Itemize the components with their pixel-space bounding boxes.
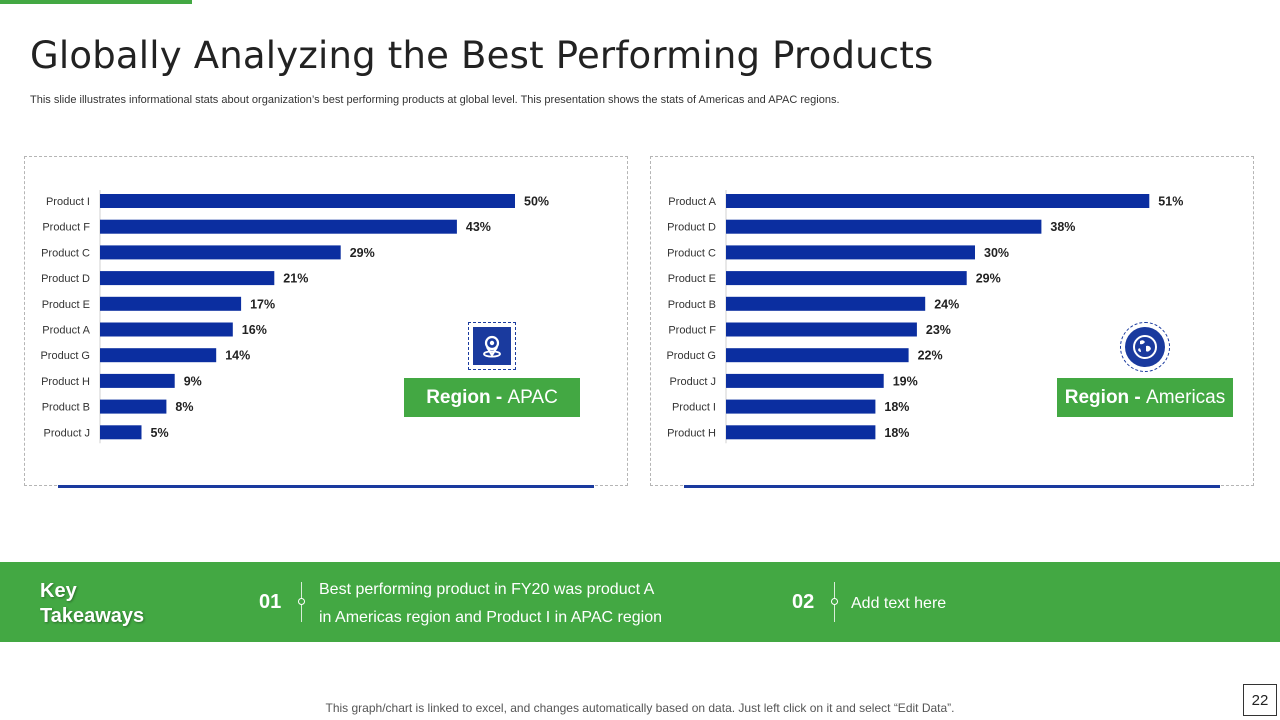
category-label-americas-product-i: Product I xyxy=(672,402,716,414)
category-label-apac-product-a: Product A xyxy=(42,325,90,337)
value-label-apac-product-c: 29% xyxy=(350,246,375,260)
category-label-americas-product-e: Product E xyxy=(668,273,716,285)
bar-americas-product-g[interactable] xyxy=(726,348,909,363)
bar-americas-product-e[interactable] xyxy=(726,271,967,286)
bar-americas-product-i[interactable] xyxy=(726,399,876,414)
category-label-apac-product-f: Product F xyxy=(42,222,90,234)
category-label-americas-product-c: Product C xyxy=(667,247,716,259)
value-label-apac-product-g: 14% xyxy=(225,349,250,363)
takeaway-text-1-line1: Best performing product in FY20 was prod… xyxy=(319,581,655,598)
takeaway-number-2: 02 xyxy=(792,591,815,613)
value-label-apac-product-i: 50% xyxy=(524,195,549,209)
americas-icon-frame xyxy=(1120,322,1170,372)
category-label-americas-product-j: Product J xyxy=(670,376,716,388)
value-label-americas-product-h: 18% xyxy=(884,426,909,440)
bar-americas-product-c[interactable] xyxy=(726,245,975,260)
value-label-apac-product-f: 43% xyxy=(466,220,491,234)
category-label-apac-product-e: Product E xyxy=(42,299,90,311)
key-takeaways-title: Key Takeaways xyxy=(40,580,145,627)
category-label-apac-product-i: Product I xyxy=(46,196,90,208)
category-label-americas-product-d: Product D xyxy=(667,222,716,234)
takeaway-divider-1 xyxy=(298,582,305,622)
key-takeaways-band: Key Takeaways 01 Best performing product… xyxy=(0,562,1280,642)
bar-chart-americas[interactable]: Product A 51% Product D 38% Product C 30% Prod… xyxy=(651,157,1253,485)
bar-apac-product-a[interactable] xyxy=(100,322,233,337)
bar-apac-product-e[interactable] xyxy=(100,296,242,311)
bar-apac-product-c[interactable] xyxy=(100,245,341,260)
category-label-apac-product-h: Product H xyxy=(41,376,90,388)
top-accent-bar xyxy=(0,0,192,4)
bar-americas-product-j[interactable] xyxy=(726,373,884,388)
bar-apac-product-b[interactable] xyxy=(100,399,167,414)
region-tag-americas-name: Americas xyxy=(1146,386,1226,408)
bar-chart-apac[interactable]: Product I 50% Product F 43% Product C 29% Prod… xyxy=(25,157,627,485)
panel-underline-americas xyxy=(684,485,1220,488)
value-label-americas-product-f: 23% xyxy=(926,323,951,337)
value-label-apac-product-h: 9% xyxy=(184,374,202,388)
page-subtitle: This slide illustrates informational sta… xyxy=(30,94,840,106)
bar-apac-product-g[interactable] xyxy=(100,348,217,363)
page-title: Globally Analyzing the Best Performing P… xyxy=(30,34,934,77)
category-label-americas-product-f: Product F xyxy=(668,325,716,337)
value-label-apac-product-b: 8% xyxy=(175,400,193,414)
value-label-americas-product-d: 38% xyxy=(1050,220,1075,234)
category-label-americas-product-a: Product A xyxy=(668,196,716,208)
chart-panel-apac[interactable]: Product I 50% Product F 43% Product C 29% Prod… xyxy=(24,156,628,486)
bar-apac-product-h[interactable] xyxy=(100,373,175,388)
category-label-apac-product-j: Product J xyxy=(44,427,90,439)
bar-americas-product-d[interactable] xyxy=(726,219,1042,234)
bar-apac-product-i[interactable] xyxy=(100,194,515,208)
globe-icon xyxy=(1125,327,1165,367)
category-label-apac-product-g: Product G xyxy=(40,350,90,362)
value-label-americas-product-g: 22% xyxy=(918,349,943,363)
map-marker-icon xyxy=(473,327,511,365)
region-tag-americas: Region - Americas xyxy=(1057,378,1233,417)
takeaway-text-2-line1: Add text here xyxy=(851,595,947,612)
value-label-apac-product-a: 16% xyxy=(242,323,267,337)
value-label-americas-product-i: 18% xyxy=(884,400,909,414)
footnote: This graph/chart is linked to excel, and… xyxy=(325,701,955,715)
chart-panel-americas[interactable]: Product A 51% Product D 38% Product C 30% Prod… xyxy=(650,156,1254,486)
bar-americas-product-f[interactable] xyxy=(726,322,917,337)
category-label-apac-product-d: Product D xyxy=(41,273,90,285)
bar-americas-product-h[interactable] xyxy=(726,425,876,440)
region-tag-apac: Region - APAC xyxy=(404,378,580,417)
bar-apac-product-d[interactable] xyxy=(100,271,275,286)
value-label-apac-product-d: 21% xyxy=(283,272,308,286)
category-label-americas-product-g: Product G xyxy=(666,350,716,362)
category-label-apac-product-b: Product B xyxy=(42,402,90,414)
bar-apac-product-j[interactable] xyxy=(100,425,142,440)
takeaway-divider-2 xyxy=(831,582,838,622)
category-label-americas-product-h: Product H xyxy=(667,427,716,439)
category-label-apac-product-c: Product C xyxy=(41,247,90,259)
region-tag-apac-name: APAC xyxy=(507,386,558,408)
value-label-americas-product-j: 19% xyxy=(893,374,918,388)
category-label-americas-product-b: Product B xyxy=(668,299,716,311)
panel-underline-apac xyxy=(58,485,594,488)
value-label-americas-product-e: 29% xyxy=(976,272,1001,286)
bar-americas-product-b[interactable] xyxy=(726,296,926,311)
bar-apac-product-f[interactable] xyxy=(100,219,457,234)
value-label-apac-product-e: 17% xyxy=(250,297,275,311)
takeaway-text-1[interactable]: Best performing product in FY20 was prod… xyxy=(319,576,679,632)
region-tag-americas-prefix: Region - xyxy=(1064,386,1141,408)
value-label-americas-product-b: 24% xyxy=(934,297,959,311)
region-tag-apac-prefix: Region - xyxy=(426,386,503,408)
value-label-americas-product-c: 30% xyxy=(984,246,1009,260)
value-label-apac-product-j: 5% xyxy=(151,426,169,440)
value-label-americas-product-a: 51% xyxy=(1158,195,1183,209)
takeaway-text-1-line2: in Americas region and Product I in APAC… xyxy=(319,609,662,626)
takeaway-number-1: 01 xyxy=(259,591,282,613)
bar-americas-product-a[interactable] xyxy=(726,194,1150,208)
page-number: 22 xyxy=(1243,684,1277,716)
takeaway-text-2[interactable]: Add text here xyxy=(851,590,946,618)
apac-icon-frame xyxy=(468,322,516,370)
